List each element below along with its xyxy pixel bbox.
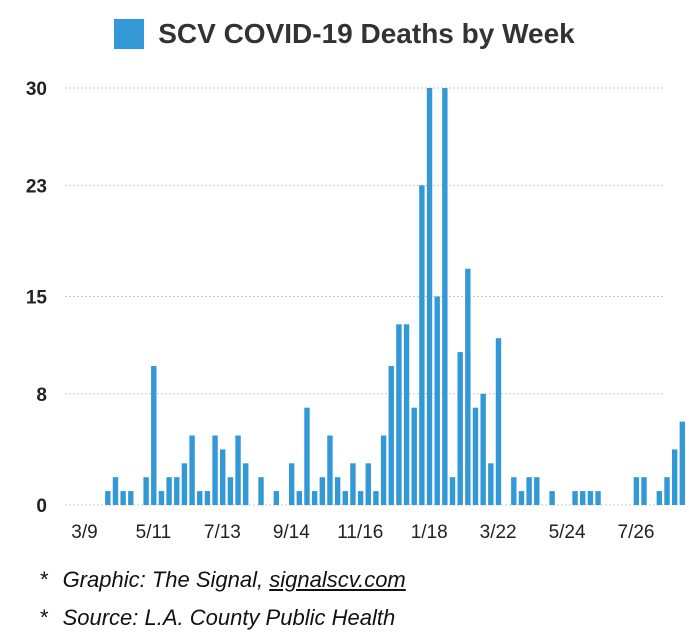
bar-week-49 — [465, 268, 471, 505]
bar-week-52 — [488, 463, 494, 505]
bar-week-16 — [212, 435, 218, 505]
bar-week-24 — [273, 491, 280, 505]
x-tick-label: 3/9 — [71, 522, 97, 543]
bar-week-8 — [151, 366, 157, 505]
bar-week-14 — [197, 491, 203, 505]
bar-week-7 — [143, 477, 149, 505]
bar-week-38 — [380, 435, 387, 505]
bar-week-10 — [166, 477, 172, 505]
bar-week-50 — [472, 407, 479, 505]
y-tick-label: 8 — [36, 385, 47, 406]
bar-week-51 — [480, 393, 486, 505]
bar-week-27 — [296, 491, 303, 505]
bar-week-11 — [174, 477, 180, 505]
footnote-bullet: * — [40, 605, 49, 630]
bar-week-35 — [357, 491, 364, 505]
bar-week-74 — [656, 491, 663, 505]
bar-week-37 — [373, 491, 379, 505]
bar-week-44 — [426, 88, 433, 505]
x-tick-label: 3/22 — [480, 522, 517, 543]
x-tick-label: 7/26 — [618, 522, 655, 543]
bar-week-13 — [189, 435, 195, 505]
bar-week-3 — [112, 477, 119, 505]
bar-week-36 — [365, 463, 371, 505]
bar-week-42 — [411, 407, 417, 505]
footnote-source: * Source: L.A. County Public Health — [40, 605, 395, 631]
x-tick-label: 5/24 — [549, 522, 586, 543]
chart-title: SCV COVID-19 Deaths by Week — [158, 18, 575, 49]
bar-week-33 — [342, 491, 348, 505]
bar-week-12 — [181, 463, 188, 505]
bar-week-41 — [403, 324, 410, 505]
bar-week-77 — [679, 421, 686, 505]
footnote-graphic-text: Graphic: The Signal, — [62, 567, 270, 592]
bar-week-22 — [258, 477, 264, 505]
bar-week-65 — [587, 491, 594, 505]
bar-week-17 — [220, 449, 226, 505]
bar-chart: 0 8 15 23 30 3/9 5/11 7/13 9/14 11/16 1/18 3/22 5/24… — [26, 79, 686, 543]
footnote-source-text: Source: L.A. County Public Health — [62, 605, 396, 630]
bar-week-34 — [350, 463, 356, 505]
bar-week-5 — [128, 491, 134, 505]
bar-week-71 — [633, 477, 640, 505]
y-tick-label: 15 — [26, 288, 48, 309]
y-tick-label: 23 — [26, 176, 47, 197]
signalscv-link[interactable]: signalscv.com — [269, 567, 406, 592]
bar-week-39 — [388, 366, 394, 505]
bar-week-46 — [442, 88, 448, 505]
bar-week-26 — [288, 463, 295, 505]
bar-week-48 — [457, 352, 463, 505]
x-tick-label: 1/18 — [411, 522, 448, 543]
bar-week-64 — [580, 491, 586, 505]
y-tick-label: 30 — [26, 79, 47, 100]
bar-week-29 — [311, 491, 318, 505]
bar-week-15 — [204, 491, 211, 505]
legend-swatch — [114, 19, 145, 49]
bar-week-53 — [495, 338, 502, 505]
bar-week-40 — [396, 324, 402, 505]
bar-week-9 — [158, 491, 165, 505]
bar-week-56 — [518, 491, 525, 505]
bar-week-4 — [120, 491, 126, 505]
bar-week-58 — [534, 477, 540, 505]
footnote-graphic: * Graphic: The Signal, signalscv.com — [40, 567, 406, 593]
bar-week-57 — [526, 477, 532, 505]
x-tick-label: 7/13 — [204, 522, 241, 543]
bar-week-43 — [419, 185, 425, 506]
bar-week-55 — [511, 477, 517, 505]
bar-week-32 — [334, 477, 341, 505]
chart-legend: SCV COVID-19 Deaths by Week — [0, 14, 689, 54]
bar-week-47 — [449, 477, 456, 505]
bar-week-72 — [641, 477, 647, 505]
footnote-bullet: * — [40, 567, 49, 592]
bar-week-60 — [549, 491, 555, 505]
bar-week-76 — [671, 449, 678, 505]
bar-week-66 — [595, 491, 601, 505]
bar-week-19 — [235, 435, 241, 505]
bar-week-45 — [434, 296, 440, 505]
x-tick-label: 9/14 — [273, 522, 310, 543]
bar-week-31 — [327, 435, 333, 505]
bar-week-28 — [304, 407, 310, 505]
x-tick-label: 5/11 — [136, 522, 172, 543]
bar-week-20 — [243, 463, 249, 505]
bar-week-30 — [319, 477, 325, 505]
bar-week-75 — [664, 477, 670, 505]
x-tick-label: 11/16 — [337, 522, 383, 543]
bar-week-63 — [572, 491, 578, 505]
bar-week-2 — [105, 491, 111, 505]
bar-week-18 — [227, 477, 234, 505]
y-tick-label: 0 — [36, 496, 47, 517]
